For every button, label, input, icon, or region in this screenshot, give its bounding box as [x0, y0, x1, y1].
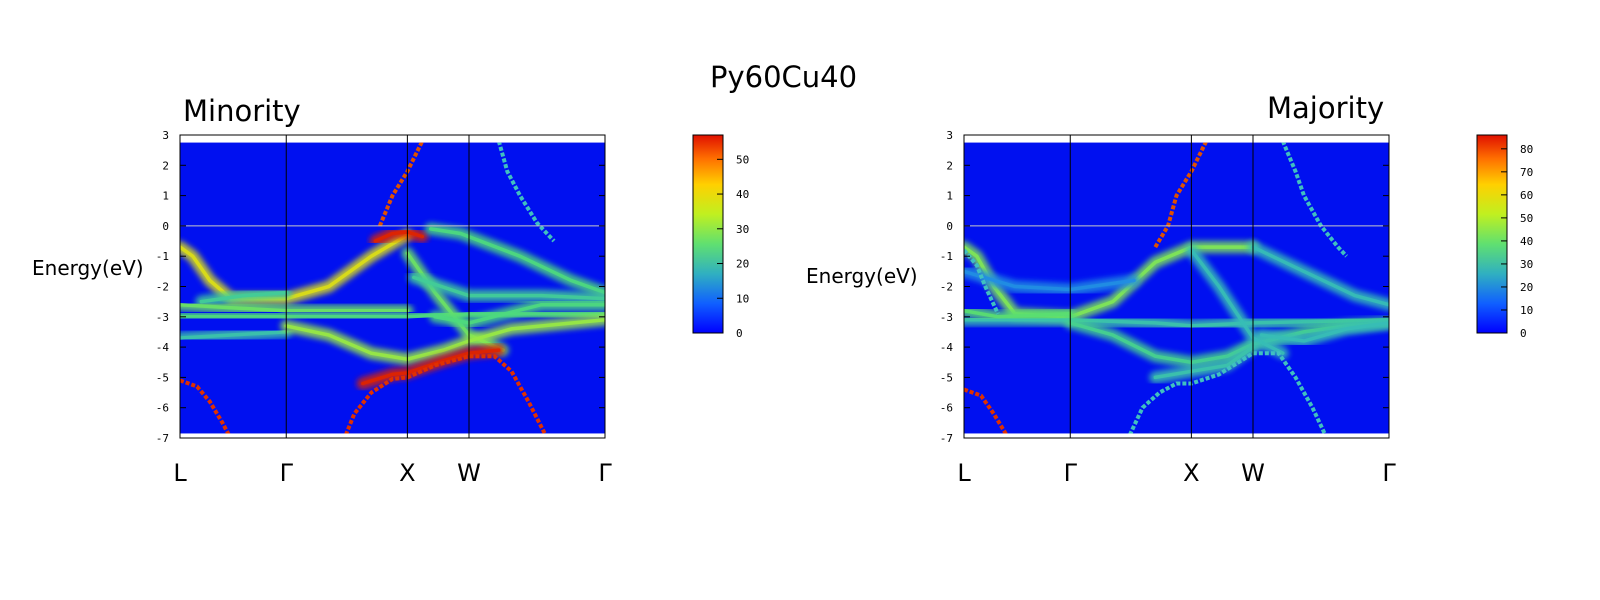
spectral-band-core	[964, 308, 1073, 319]
panel-title-minority: Minority	[183, 94, 301, 128]
spectral-band-core	[433, 302, 605, 325]
y-tick-label: -4	[156, 341, 170, 354]
colorbar-tick-label: 10	[1520, 304, 1533, 317]
kpoint-label: L	[957, 459, 971, 487]
figure-title: Py60Cu40	[710, 60, 858, 94]
colorbar-tick-label: 80	[1520, 143, 1533, 156]
band-layer	[964, 142, 1389, 434]
y-tick-label: 2	[946, 159, 953, 172]
kpoint-label: W	[457, 459, 481, 487]
sharp-band	[377, 142, 424, 227]
sharp-band	[1128, 351, 1327, 434]
spectral-band-core	[1153, 345, 1255, 380]
y-axis-label: Energy(eV)	[32, 256, 144, 280]
y-tick-label: -2	[156, 281, 169, 294]
sharp-band	[964, 248, 1000, 315]
y-tick-label: 2	[162, 159, 169, 172]
y-tick-label: 3	[946, 129, 953, 142]
colorbar-tick-label: 40	[1520, 235, 1533, 248]
y-axis-label: Energy(eV)	[806, 264, 918, 288]
y-tick-label: -3	[156, 311, 169, 324]
y-tick-label: -2	[940, 281, 953, 294]
kpoint-label: X	[1183, 459, 1199, 487]
colorbar-tick-label: 40	[736, 188, 749, 201]
colorbar	[1476, 134, 1508, 334]
y-tick-label: -7	[940, 432, 953, 445]
kpoint-label: Γ	[1064, 459, 1078, 487]
y-tick-label: -5	[156, 371, 169, 384]
y-tick-label: -7	[156, 432, 169, 445]
colorbar-tick-label: 10	[736, 292, 749, 305]
colorbar-tick-label: 30	[736, 223, 749, 236]
colorbar-tick-label: 50	[736, 153, 749, 166]
kpoint-label: Γ	[280, 459, 294, 487]
sharp-band	[1281, 142, 1348, 258]
colorbar-tick-label: 0	[736, 327, 743, 340]
sharp-band	[344, 354, 547, 434]
spectral-band-core	[1251, 245, 1389, 307]
sharp-band	[1153, 142, 1208, 249]
colorbar-tick-label: 50	[1520, 212, 1533, 225]
y-tick-label: 0	[162, 220, 169, 233]
spectral-band-core	[180, 330, 289, 340]
colorbar-tick-label: 20	[736, 258, 749, 271]
spectral-band-core	[284, 318, 605, 361]
y-tick-label: 3	[162, 129, 169, 142]
y-tick-label: -3	[940, 311, 953, 324]
y-tick-label: 1	[162, 190, 169, 203]
kpoint-label: Γ	[598, 459, 612, 487]
colorbar-tick-label: 60	[1520, 189, 1533, 202]
kpoint-label: Γ	[1382, 459, 1396, 487]
spectral-band-core	[199, 290, 289, 304]
spectral-band-core	[964, 269, 1136, 292]
colorbar-tick-label: 30	[1520, 258, 1533, 271]
y-tick-label: -6	[156, 402, 169, 415]
plot-background	[180, 142, 605, 434]
kpoint-label: L	[173, 459, 187, 487]
y-tick-label: -1	[940, 250, 953, 263]
kpoint-label: X	[399, 459, 415, 487]
spectral-band-core	[429, 227, 605, 295]
colorbar	[692, 134, 724, 334]
y-tick-label: -5	[940, 371, 953, 384]
spectral-band-core	[1259, 321, 1389, 343]
spectral-band-core	[1189, 248, 1285, 355]
colorbar-tick-label: 0	[1520, 327, 1527, 340]
y-tick-label: -6	[940, 402, 953, 415]
y-tick-label: -4	[940, 341, 954, 354]
sharp-band	[964, 387, 1008, 434]
panel-title-majority: Majority	[1267, 91, 1385, 125]
spectral-band-core	[361, 348, 501, 386]
spectral-band-core	[373, 230, 425, 243]
spectral-band-core	[412, 275, 605, 301]
y-tick-label: 0	[946, 220, 953, 233]
sharp-band	[497, 142, 556, 243]
colorbar-tick-label: 20	[1520, 281, 1533, 294]
y-tick-label: -1	[156, 250, 169, 263]
colorbar-tick-label: 70	[1520, 166, 1533, 179]
kpoint-label: W	[1241, 459, 1265, 487]
y-tick-label: 1	[946, 190, 953, 203]
sharp-band	[180, 378, 231, 434]
